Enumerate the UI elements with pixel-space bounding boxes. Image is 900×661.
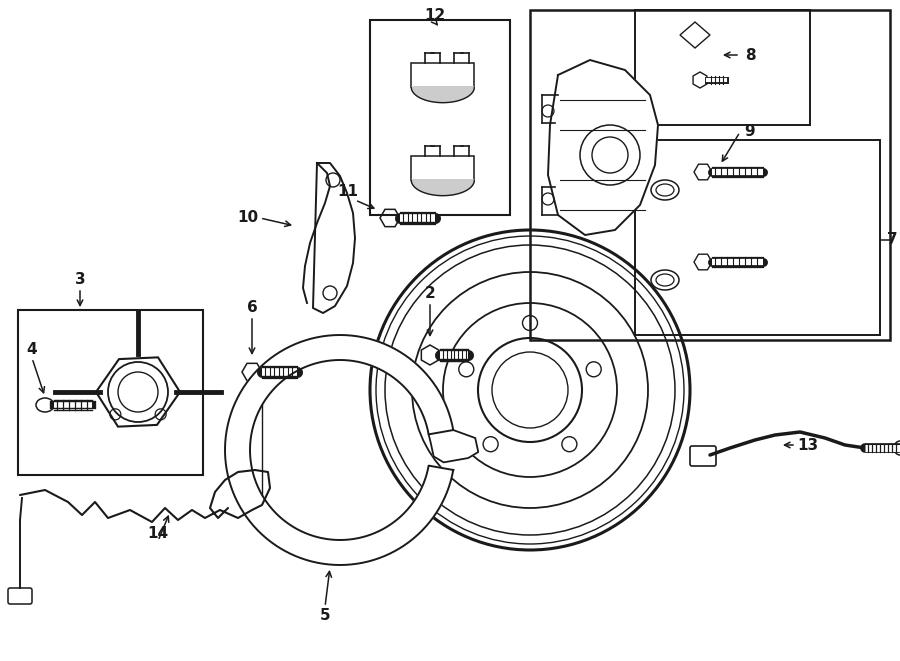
Text: 13: 13 [797,438,819,453]
Ellipse shape [36,398,54,412]
Polygon shape [680,22,710,48]
Text: 5: 5 [320,607,330,623]
Text: 3: 3 [75,272,86,288]
Text: 10: 10 [238,210,258,225]
FancyBboxPatch shape [8,588,32,604]
Text: 4: 4 [27,342,37,358]
Text: 7: 7 [886,233,897,247]
Text: 12: 12 [425,7,446,22]
Ellipse shape [651,180,679,200]
Polygon shape [225,335,454,565]
Bar [411,156,474,180]
Polygon shape [411,87,474,102]
FancyBboxPatch shape [690,446,716,466]
Text: 2: 2 [425,286,436,301]
Bar [370,20,510,215]
Polygon shape [428,430,478,463]
Ellipse shape [651,270,679,290]
Bar [635,140,880,335]
Text: 6: 6 [247,301,257,315]
Bar [411,63,474,87]
Bar [18,310,203,475]
Text: 14: 14 [148,525,168,541]
Polygon shape [548,60,658,235]
Text: 9: 9 [744,124,755,139]
Text: 8: 8 [744,48,755,63]
Bar [635,10,810,125]
Ellipse shape [894,441,900,455]
Polygon shape [96,358,180,426]
Text: 11: 11 [338,184,358,200]
Polygon shape [411,180,474,196]
Polygon shape [303,163,355,313]
Bar [530,10,890,340]
